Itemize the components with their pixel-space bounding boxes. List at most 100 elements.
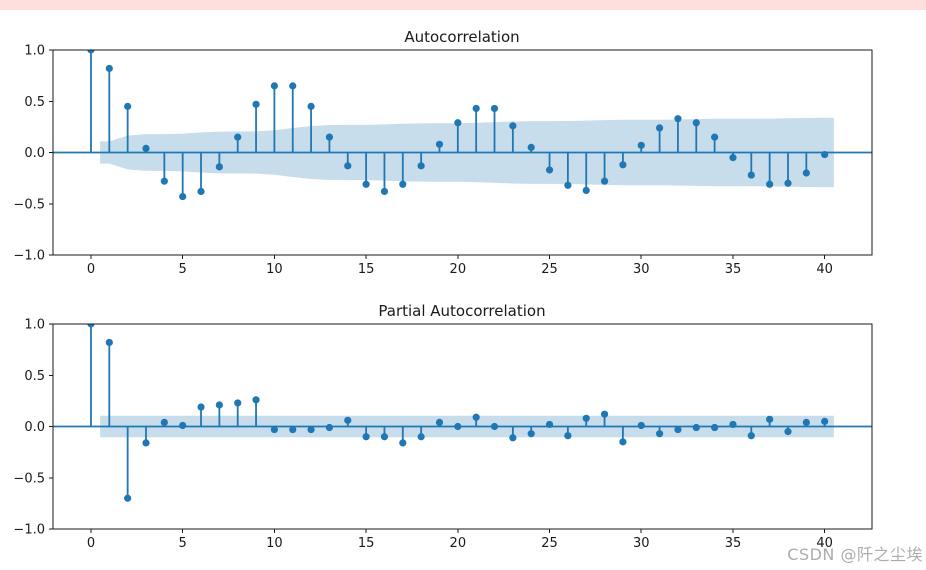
- marker: [766, 415, 774, 423]
- marker: [380, 433, 389, 441]
- marker: [766, 180, 774, 188]
- x-tick-label: 5: [179, 536, 187, 551]
- marker: [619, 438, 627, 446]
- x-tick-label: 35: [725, 536, 742, 551]
- marker: [454, 119, 462, 127]
- marker: [234, 133, 242, 141]
- marker: [564, 181, 572, 189]
- x-tick-label: 25: [541, 536, 558, 551]
- marker: [509, 434, 517, 442]
- marker: [362, 180, 370, 188]
- marker: [600, 177, 609, 185]
- y-tick-label: −0.5: [13, 471, 45, 486]
- marker: [784, 179, 792, 187]
- plot-area: [53, 50, 872, 201]
- marker: [307, 425, 315, 434]
- x-tick-label: 25: [541, 262, 558, 277]
- marker: [582, 186, 590, 195]
- x-tick-label: 30: [633, 536, 650, 551]
- x-tick-label: 10: [266, 536, 283, 551]
- marker: [160, 418, 168, 426]
- marker: [655, 430, 664, 438]
- marker: [711, 423, 719, 432]
- y-tick-label: 1.0: [24, 44, 45, 59]
- marker: [821, 417, 829, 425]
- y-tick-label: 0.5: [24, 369, 45, 384]
- y-tick-label: 0.0: [24, 420, 45, 435]
- y-tick-label: −0.5: [13, 197, 45, 212]
- marker: [729, 420, 737, 429]
- marker: [711, 133, 719, 141]
- marker: [197, 403, 205, 411]
- marker: [142, 439, 150, 447]
- marker: [600, 410, 609, 418]
- marker: [490, 422, 499, 431]
- marker: [527, 430, 535, 438]
- pacf-title: Partial Autocorrelation: [378, 302, 545, 320]
- marker: [729, 154, 737, 162]
- marker: [344, 416, 352, 424]
- marker: [417, 433, 425, 441]
- marker: [344, 162, 352, 170]
- plot-area: [53, 324, 872, 502]
- marker: [87, 324, 95, 328]
- marker: [105, 64, 113, 73]
- acf-title: Autocorrelation: [404, 28, 519, 46]
- x-tick-label: 30: [633, 262, 650, 277]
- y-tick-label: −1.0: [13, 523, 45, 538]
- marker: [490, 104, 499, 113]
- marker: [270, 425, 278, 434]
- y-tick-label: −1.0: [13, 249, 45, 264]
- marker: [215, 163, 223, 171]
- x-tick-label: 5: [179, 262, 187, 277]
- top-banner: [0, 0, 926, 10]
- marker: [545, 420, 554, 429]
- marker: [435, 418, 444, 426]
- marker: [124, 102, 132, 110]
- marker: [399, 439, 407, 447]
- marker: [619, 161, 627, 169]
- marker: [784, 428, 792, 436]
- marker: [527, 143, 535, 151]
- marker: [472, 104, 480, 113]
- marker: [142, 144, 150, 152]
- marker: [252, 100, 260, 108]
- marker: [252, 396, 260, 404]
- csdn-watermark: CSDN @阡之尘埃: [787, 545, 923, 564]
- x-tick-label: 15: [358, 536, 375, 551]
- marker: [179, 192, 187, 201]
- y-tick-label: 0.0: [24, 146, 45, 161]
- marker: [270, 82, 278, 90]
- x-tick-label: 40: [816, 262, 833, 277]
- marker: [215, 401, 223, 409]
- x-tick-label: 10: [266, 262, 283, 277]
- marker: [399, 180, 407, 188]
- y-tick-label: 0.5: [24, 95, 45, 110]
- y-tick-label: 1.0: [24, 318, 45, 333]
- marker: [509, 122, 517, 130]
- marker: [197, 187, 205, 196]
- marker: [307, 102, 315, 110]
- marker: [472, 413, 480, 421]
- x-tick-label: 35: [725, 262, 742, 277]
- stems: [87, 324, 829, 502]
- marker: [802, 418, 810, 426]
- marker: [747, 432, 755, 440]
- x-tick-label: 20: [450, 262, 467, 277]
- marker: [637, 141, 645, 149]
- marker: [802, 169, 810, 177]
- marker: [362, 433, 370, 441]
- marker: [545, 166, 554, 174]
- marker: [87, 50, 95, 54]
- x-tick-label: 0: [87, 262, 95, 277]
- marker: [637, 421, 645, 430]
- acf-chart: 0 5 10 15 20 25 30 35 40 1.0 0.5 0.0 −0.5 −1.0: [13, 44, 873, 277]
- marker: [674, 425, 682, 434]
- marker: [692, 423, 700, 432]
- x-tick-label: 15: [358, 262, 375, 277]
- marker: [105, 338, 113, 347]
- marker: [289, 425, 297, 434]
- x-tick-label: 20: [450, 536, 467, 551]
- stems: [87, 50, 829, 201]
